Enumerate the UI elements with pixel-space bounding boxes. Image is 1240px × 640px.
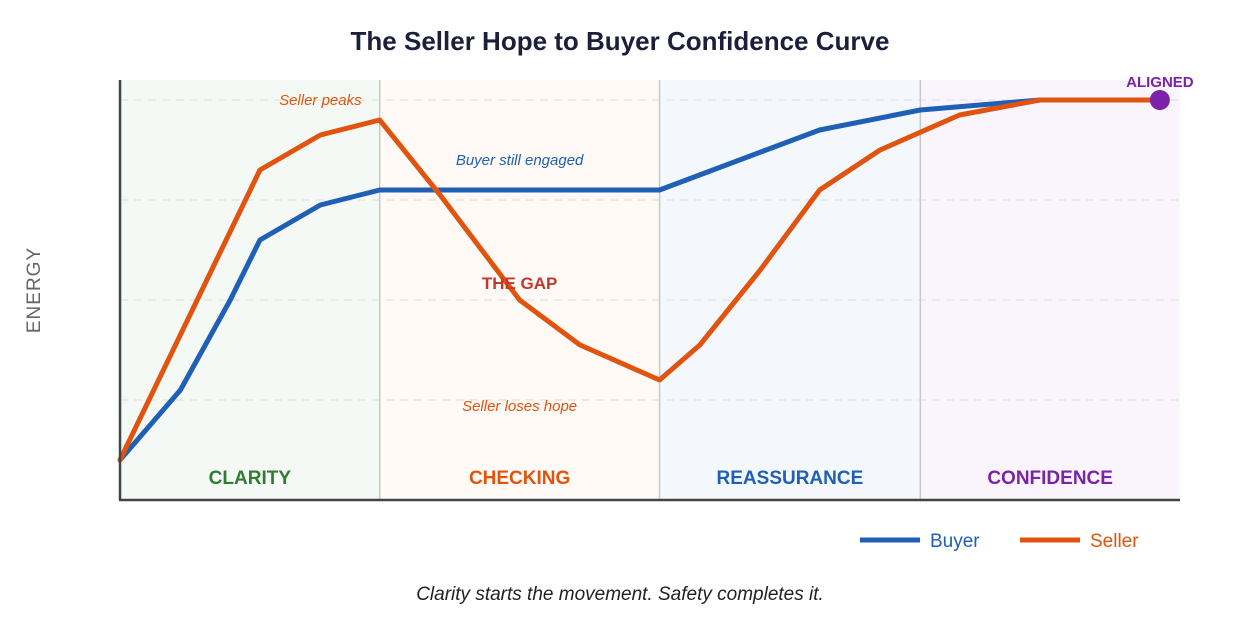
annotation-seller-peaks: Seller peaks bbox=[279, 92, 362, 109]
series-lines bbox=[117, 90, 1170, 463]
caption: Clarity starts the movement. Safety comp… bbox=[416, 584, 824, 605]
phase-background-checking bbox=[379, 80, 660, 500]
phase-label-reassurance: REASSURANCE bbox=[717, 468, 864, 489]
gridlines bbox=[120, 99, 1180, 401]
legend: Buyer Seller bbox=[860, 531, 1139, 552]
series-line-buyer bbox=[117, 97, 1163, 463]
annotation-seller-loses-hope: Seller loses hope bbox=[462, 398, 577, 415]
phase-labels: CLARITY CHECKING REASSURANCE CONFIDENCE bbox=[209, 468, 1113, 489]
phase-background-clarity bbox=[120, 80, 380, 500]
phase-backgrounds bbox=[120, 80, 1180, 500]
aligned-marker bbox=[1149, 90, 1170, 110]
legend-seller-label: Seller bbox=[1090, 531, 1139, 552]
chart-title: The Seller Hope to Buyer Confidence Curv… bbox=[351, 26, 890, 56]
phase-label-clarity: CLARITY bbox=[209, 468, 292, 489]
legend-buyer-label: Buyer bbox=[930, 531, 980, 552]
phase-dividers bbox=[378, 80, 922, 500]
annotation-buyer-still-engaged: Buyer still engaged bbox=[456, 152, 584, 169]
y-axis-label: ENERGY bbox=[24, 247, 45, 333]
phase-label-checking: CHECKING bbox=[469, 468, 570, 489]
phase-background-confidence bbox=[920, 80, 1180, 500]
annotations: Seller peaks Buyer still engaged THE GAP Se… bbox=[279, 74, 1194, 415]
phase-label-confidence: CONFIDENCE bbox=[987, 468, 1113, 489]
series-line-seller bbox=[117, 97, 1163, 463]
annotation-aligned: ALIGNED bbox=[1126, 74, 1194, 91]
annotation-the-gap: THE GAP bbox=[482, 274, 558, 293]
